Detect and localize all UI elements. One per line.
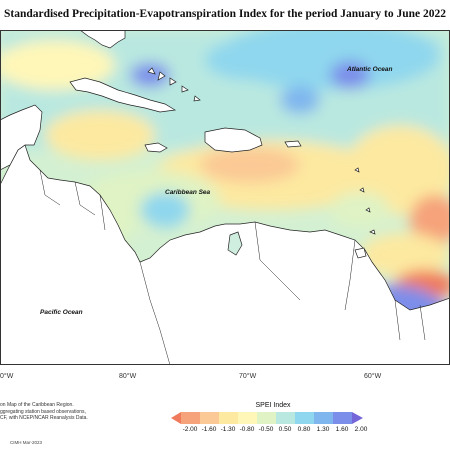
legend-swatch <box>238 412 257 424</box>
pacific-label: Pacific Ocean <box>40 309 83 316</box>
legend-tick: -1.30 <box>220 426 236 433</box>
legend-swatch <box>314 412 333 424</box>
puerto-rico <box>284 140 302 148</box>
legend-swatch <box>352 412 363 424</box>
legend-tick: 1.30 <box>316 426 330 433</box>
legend-tick: -2.00 <box>182 426 198 433</box>
source-note: on Map of the Caribbean Region. ggregati… <box>0 402 88 422</box>
source-line: CF, with NCEP/NCAR Reanalysis Data. <box>0 415 88 421</box>
legend-tick: -1.60 <box>201 426 217 433</box>
lon-label: 80°W <box>119 373 137 380</box>
legend-tick: 0.80 <box>297 426 311 433</box>
borders <box>39 169 426 365</box>
spei-map: Atlantic Ocean Caribbean Sea Pacific Oce… <box>0 30 450 365</box>
legend-swatch <box>276 412 295 424</box>
credit: CIMH Mar-2023 <box>10 440 43 445</box>
legend-tick: -0.80 <box>239 426 255 433</box>
yucatan <box>0 104 43 171</box>
jamaica <box>144 142 168 153</box>
legend-swatch <box>219 412 238 424</box>
central-america <box>0 144 450 365</box>
hispaniola <box>204 127 263 153</box>
land <box>0 30 450 365</box>
legend-swatch <box>257 412 276 424</box>
legend-tick: 1.60 <box>335 426 349 433</box>
legend-tick: 2.00 <box>354 426 368 433</box>
legend-swatch <box>200 412 219 424</box>
lon-label: 70°W <box>239 373 257 380</box>
lesser-antilles <box>354 167 376 235</box>
trinidad <box>354 247 367 259</box>
legend-title: SPEI Index <box>255 402 291 409</box>
cuba <box>69 77 177 113</box>
legend-swatch <box>333 412 352 424</box>
legend-ticks: -2.00 -1.60 -1.30 -0.80 -0.50 0.50 0.80 … <box>180 426 370 435</box>
legend-tick: -0.50 <box>258 426 274 433</box>
map-title: Standardised Precipitation-Evapotranspir… <box>3 8 447 20</box>
bahamas <box>147 67 201 102</box>
atlantic-label: Atlantic Ocean <box>346 66 393 73</box>
legend-swatch <box>295 412 314 424</box>
caribbean-label: Caribbean Sea <box>165 189 211 196</box>
legend-swatch <box>171 412 181 424</box>
legend-tick: 0.50 <box>278 426 292 433</box>
lon-label: 60°W <box>364 373 382 380</box>
florida <box>79 30 126 49</box>
color-bar <box>171 412 363 424</box>
source-line: on Map of the Caribbean Region. <box>0 402 74 408</box>
maracaibo <box>227 231 243 256</box>
lon-label: 0°W <box>0 373 14 380</box>
legend-swatch <box>181 412 200 424</box>
source-line: ggregating station based observations, <box>0 408 86 415</box>
